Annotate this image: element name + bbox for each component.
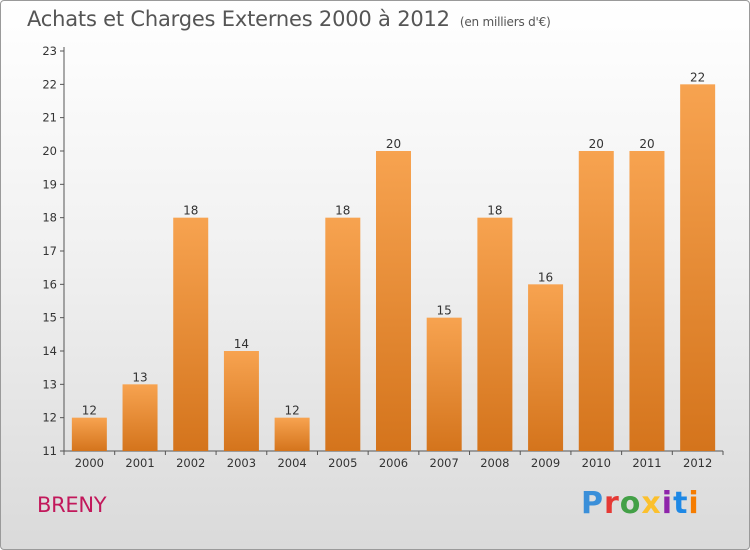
x-tick-label: 2010 xyxy=(582,456,611,470)
commune-name: BRENY xyxy=(37,493,107,517)
bar-value-label: 18 xyxy=(487,204,502,218)
bar-value-label: 20 xyxy=(639,137,654,151)
x-tick-label: 2006 xyxy=(379,456,408,470)
y-tick-label: 11 xyxy=(42,444,57,458)
chart-unit: (en milliers d'€) xyxy=(459,15,551,29)
y-tick-label: 19 xyxy=(42,177,57,191)
proxiti-logo[interactable]: Proxiti xyxy=(581,486,700,521)
x-tick-label: 2011 xyxy=(632,456,661,470)
bar xyxy=(528,284,564,451)
y-tick-label: 16 xyxy=(42,277,57,291)
x-tick-label: 2003 xyxy=(227,456,256,470)
x-tick-label: 2000 xyxy=(75,456,104,470)
chart-title-text: Achats et Charges Externes 2000 à 2012 xyxy=(27,7,450,31)
bar xyxy=(629,151,665,451)
x-tick-label: 2002 xyxy=(176,456,205,470)
bar-value-label: 18 xyxy=(335,204,350,218)
bar xyxy=(71,417,107,451)
y-axis: 11 12 13 14 15 16 17 18 19 20 21 22 23 xyxy=(42,44,65,458)
x-tick-label: 2001 xyxy=(125,456,154,470)
bar xyxy=(680,84,716,451)
x-tick-label: 2007 xyxy=(430,456,459,470)
y-tick-label: 23 xyxy=(42,44,57,58)
logo-letter: i xyxy=(661,486,674,521)
x-tick-label: 2009 xyxy=(531,456,560,470)
y-tick-label: 18 xyxy=(42,211,57,225)
bar-value-label: 22 xyxy=(690,70,705,84)
logo-letter: x xyxy=(641,486,662,521)
x-axis: 2000 2001 2002 2003 2004 2005 2006 2007 2008 2009… xyxy=(63,450,724,470)
x-tick-label: 2004 xyxy=(277,456,306,470)
bar-value-label: 12 xyxy=(284,404,299,418)
bar xyxy=(274,417,310,451)
x-tick-label: 2005 xyxy=(328,456,357,470)
y-tick-label: 21 xyxy=(42,111,57,125)
bar-value-label: 20 xyxy=(589,137,604,151)
y-tick-label: 17 xyxy=(42,244,57,258)
logo-letter: P xyxy=(581,486,604,521)
bar xyxy=(173,217,209,451)
logo-letter: t xyxy=(673,486,689,521)
bar xyxy=(376,151,411,451)
logo-letter: r xyxy=(604,486,620,521)
bar xyxy=(223,351,259,451)
bar-value-label: 18 xyxy=(183,204,198,218)
logo-letter: i xyxy=(688,486,700,521)
bar-value-label: 16 xyxy=(538,270,553,284)
y-tick-label: 22 xyxy=(42,77,57,91)
bars: 12 13 18 14 12 18 20 15 18 16 20 20 22 xyxy=(71,70,716,451)
bar xyxy=(122,384,158,451)
bar-value-label: 20 xyxy=(386,137,401,151)
bar xyxy=(325,217,361,451)
bar-value-label: 12 xyxy=(82,404,97,418)
y-tick-label: 20 xyxy=(42,144,57,158)
y-tick-label: 15 xyxy=(42,311,57,325)
bar-value-label: 15 xyxy=(437,304,452,318)
bar xyxy=(578,151,614,451)
y-tick-label: 14 xyxy=(42,344,57,358)
y-tick-label: 12 xyxy=(42,411,57,425)
bar xyxy=(477,217,513,451)
x-tick-label: 2012 xyxy=(683,456,712,470)
x-tick-label: 2008 xyxy=(480,456,509,470)
logo-letter: o xyxy=(619,486,642,521)
bar-value-label: 14 xyxy=(234,337,249,351)
chart-title: Achats et Charges Externes 2000 à 2012 (e… xyxy=(27,7,551,31)
bar xyxy=(426,317,462,451)
y-tick-label: 13 xyxy=(42,377,57,391)
bar-value-label: 13 xyxy=(132,370,147,384)
